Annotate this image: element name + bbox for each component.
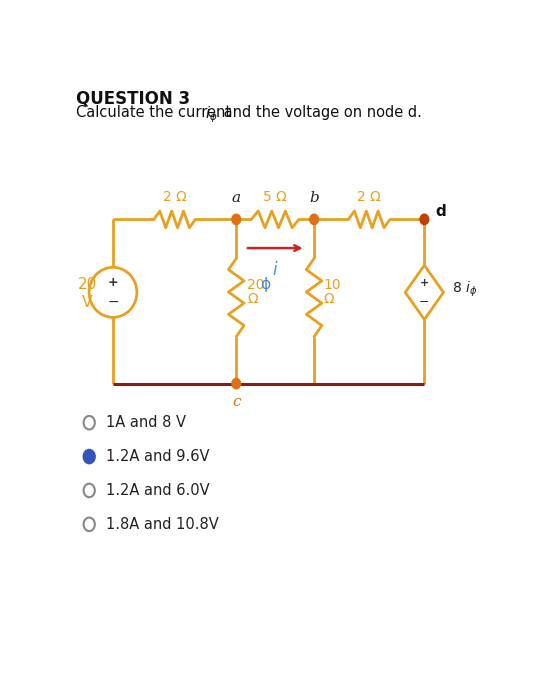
Text: 1.2A and 6.0V: 1.2A and 6.0V <box>105 483 209 498</box>
Text: QUESTION 3: QUESTION 3 <box>76 89 190 107</box>
Text: c: c <box>232 395 240 409</box>
Text: d: d <box>435 204 446 219</box>
Text: a: a <box>232 191 241 204</box>
Text: +: + <box>108 276 118 289</box>
Text: V: V <box>82 295 92 310</box>
Circle shape <box>232 214 240 225</box>
Text: 8 $i_\phi$: 8 $i_\phi$ <box>453 280 478 299</box>
Text: +: + <box>420 278 429 288</box>
Circle shape <box>232 378 240 389</box>
Text: 5 Ω: 5 Ω <box>263 190 287 204</box>
Text: 10: 10 <box>324 278 341 292</box>
Text: 20: 20 <box>247 278 269 292</box>
Text: Ω: Ω <box>247 292 258 305</box>
Text: and the voltage on node d.: and the voltage on node d. <box>219 105 422 120</box>
Text: 1.8A and 10.8V: 1.8A and 10.8V <box>105 517 218 532</box>
Circle shape <box>420 214 429 225</box>
Text: 2 Ω: 2 Ω <box>357 190 381 204</box>
Text: 20: 20 <box>78 277 97 292</box>
Circle shape <box>310 214 319 225</box>
Text: −: − <box>107 295 119 309</box>
Text: 2 Ω: 2 Ω <box>163 190 186 204</box>
Circle shape <box>84 450 95 463</box>
Text: Ω: Ω <box>324 292 334 305</box>
Text: ϕ: ϕ <box>261 277 271 292</box>
Text: $i$: $i$ <box>272 261 278 279</box>
Text: $i_\phi$: $i_\phi$ <box>205 105 217 125</box>
Circle shape <box>86 453 92 460</box>
Text: −: − <box>419 296 430 309</box>
Text: 1A and 8 V: 1A and 8 V <box>105 415 186 430</box>
Text: b: b <box>309 191 319 204</box>
Text: 1.2A and 9.6V: 1.2A and 9.6V <box>105 449 209 464</box>
Text: Calculate the current: Calculate the current <box>76 105 236 120</box>
